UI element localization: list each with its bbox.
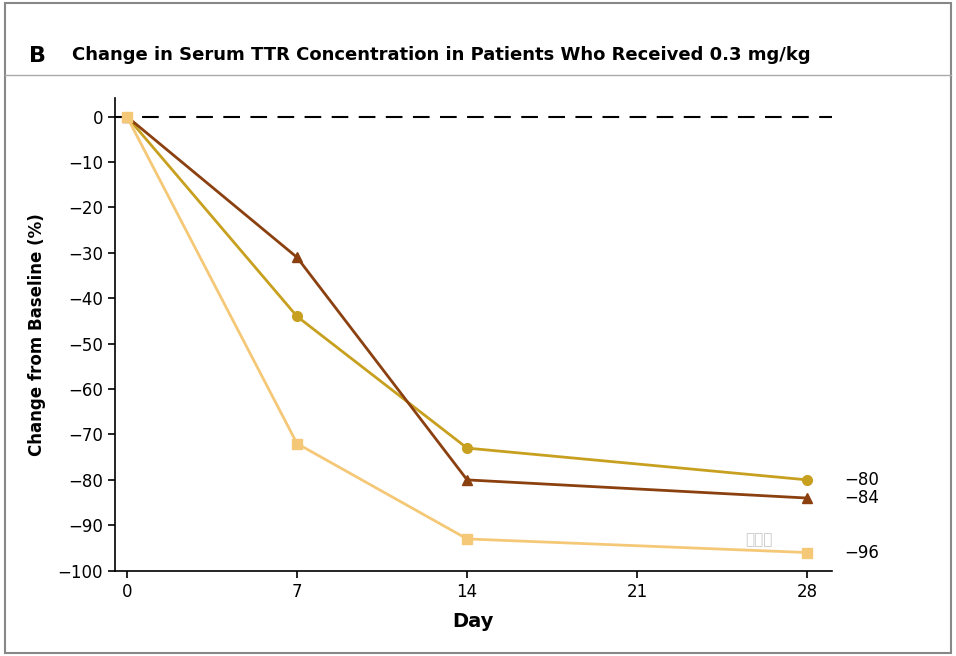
Text: B: B bbox=[29, 46, 46, 66]
Text: −80: −80 bbox=[844, 471, 879, 489]
Text: −84: −84 bbox=[844, 489, 879, 507]
X-axis label: Day: Day bbox=[452, 611, 494, 630]
Text: −96: −96 bbox=[844, 544, 879, 562]
Y-axis label: Change from Baseline (%): Change from Baseline (%) bbox=[29, 213, 46, 456]
Text: 量子位: 量子位 bbox=[746, 532, 773, 547]
Text: Change in Serum TTR Concentration in Patients Who Received 0.3 mg/kg: Change in Serum TTR Concentration in Pat… bbox=[72, 46, 811, 64]
